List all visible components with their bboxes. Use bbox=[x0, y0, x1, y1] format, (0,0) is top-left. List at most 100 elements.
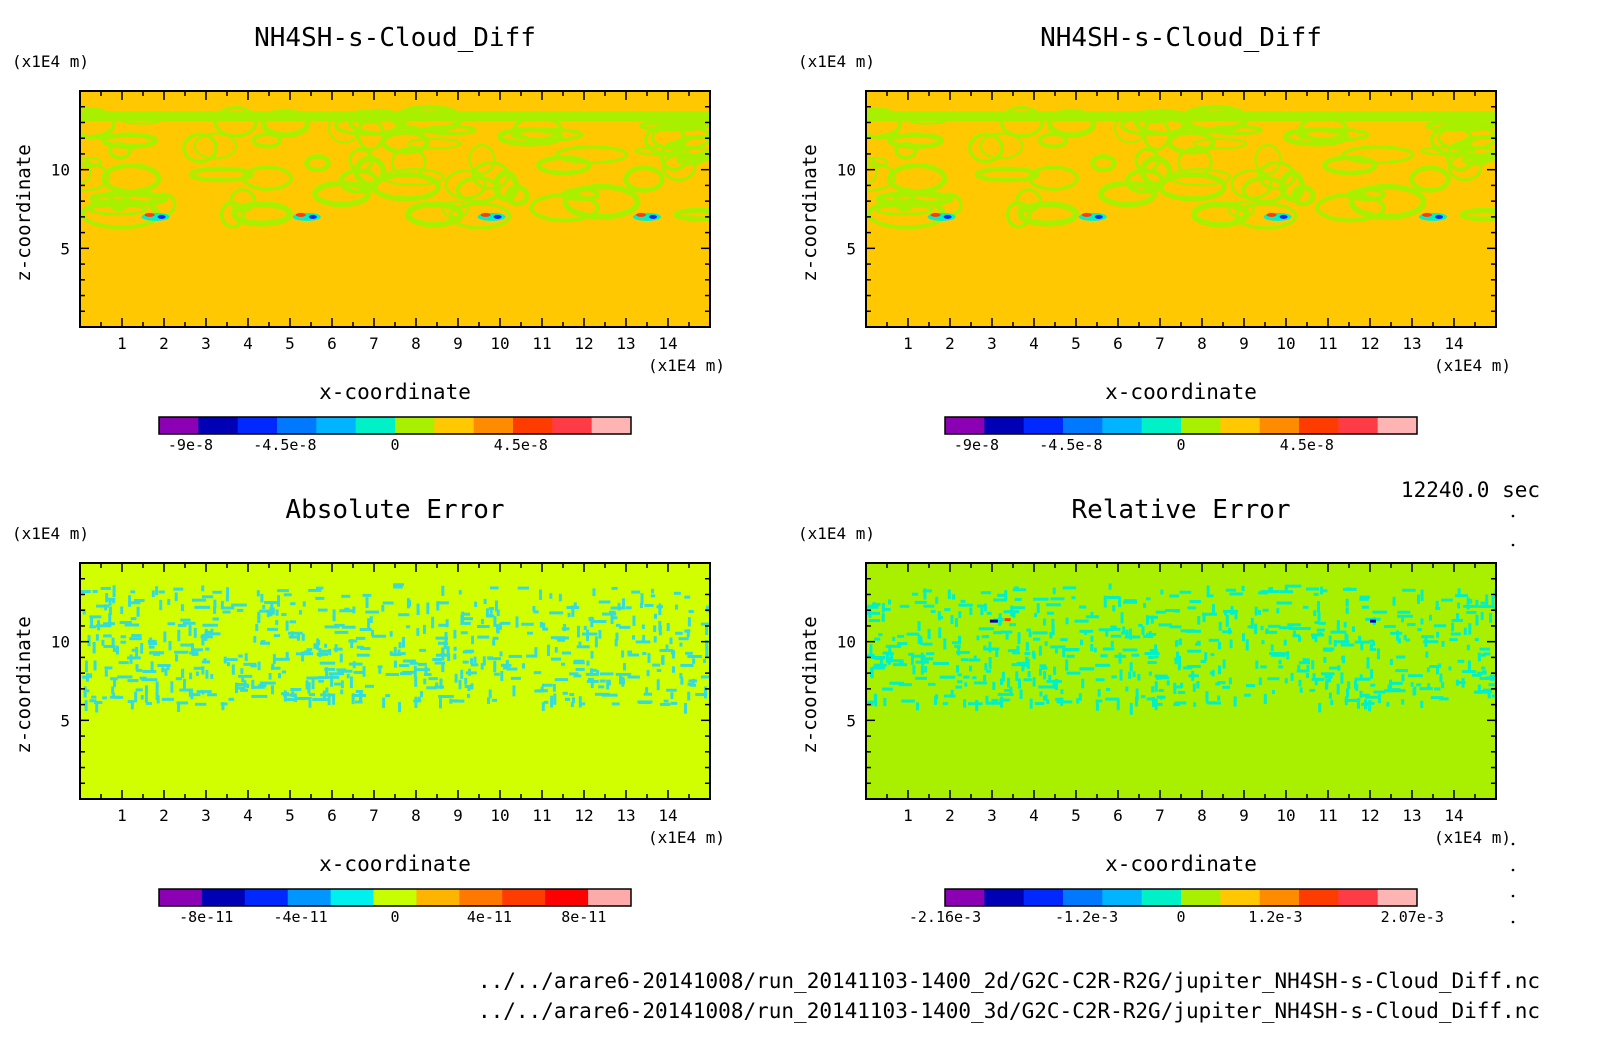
heatmap-cell bbox=[488, 689, 492, 699]
heatmap-contour bbox=[406, 137, 462, 150]
heatmap-cell bbox=[1033, 597, 1049, 601]
file-path-1: ../../arare6-20141008/run_20141103-1400_… bbox=[478, 969, 1540, 993]
x-tick-label: 4 bbox=[243, 806, 253, 825]
heatmap-cell bbox=[356, 653, 370, 657]
heatmap-cell bbox=[1297, 664, 1301, 673]
heatmap-cell bbox=[84, 660, 88, 673]
heatmap-cell bbox=[882, 607, 891, 611]
heatmap-cell bbox=[499, 651, 503, 657]
colorbar-swatch bbox=[1023, 889, 1064, 906]
heatmap-cell bbox=[401, 636, 405, 648]
heatmap-cell bbox=[1313, 610, 1317, 617]
heatmap-cell bbox=[83, 686, 87, 698]
colorbar-swatch bbox=[1338, 889, 1379, 906]
heatmap-cell bbox=[1340, 672, 1344, 684]
heatmap-cell bbox=[131, 648, 138, 652]
heatmap-cell bbox=[506, 667, 518, 671]
heatmap-cell bbox=[1472, 673, 1482, 677]
heatmap-cell bbox=[340, 680, 344, 689]
heatmap-cell bbox=[334, 630, 349, 634]
heatmap-cell bbox=[190, 693, 201, 697]
heatmap-cell bbox=[1448, 666, 1452, 671]
heatmap-cell bbox=[483, 598, 487, 604]
heatmap-cell bbox=[1074, 619, 1089, 623]
heatmap-cell bbox=[1169, 625, 1182, 629]
heatmap-cell bbox=[1305, 658, 1310, 662]
heatmap-cell bbox=[1358, 635, 1362, 643]
heatmap-cell bbox=[462, 650, 473, 654]
heatmap-cell bbox=[325, 667, 329, 677]
heatmap-cell bbox=[938, 616, 944, 620]
heatmap-contour bbox=[327, 112, 362, 144]
heatmap-cell bbox=[1318, 702, 1322, 713]
colorbar-tick-label: -9e-8 bbox=[168, 436, 213, 454]
colorbar-swatch bbox=[945, 889, 985, 906]
heatmap-cell bbox=[1436, 665, 1440, 675]
heatmap-cell bbox=[1286, 584, 1302, 588]
heatmap-cell bbox=[488, 607, 495, 611]
heatmap-cell bbox=[1179, 590, 1192, 594]
heatmap-cell bbox=[573, 659, 585, 663]
heatmap-cell bbox=[319, 661, 336, 665]
heatmap-cell bbox=[1372, 610, 1388, 614]
heatmap-cell bbox=[104, 604, 108, 611]
heatmap-spot bbox=[1370, 619, 1376, 623]
heatmap-cell bbox=[377, 665, 383, 669]
heatmap-cell bbox=[1401, 699, 1405, 705]
heatmap-cell bbox=[578, 641, 582, 647]
heatmap-cell bbox=[352, 661, 356, 669]
heatmap-cell bbox=[700, 675, 710, 679]
heatmap-cell bbox=[590, 651, 594, 659]
x-tick-label: 5 bbox=[1071, 334, 1081, 353]
heatmap-cell bbox=[1010, 606, 1026, 610]
heatmap-cell bbox=[683, 702, 687, 714]
heatmap-cell bbox=[113, 677, 117, 688]
heatmap-cell bbox=[339, 609, 355, 613]
heatmap-cell bbox=[416, 603, 420, 616]
colorbar-tick-label: 0 bbox=[390, 908, 399, 926]
heatmap-cell bbox=[1015, 671, 1019, 681]
heatmap-cell bbox=[986, 669, 991, 673]
heatmap-cell bbox=[958, 611, 962, 619]
heatmap-cell bbox=[296, 632, 300, 641]
heatmap-cell bbox=[127, 679, 139, 683]
heatmap-cell bbox=[175, 677, 182, 681]
heatmap-cell bbox=[653, 613, 657, 619]
heatmap-cell bbox=[1049, 631, 1053, 639]
heatmap-cell bbox=[1173, 682, 1177, 694]
colorbar-swatch bbox=[198, 417, 239, 434]
heatmap-contour bbox=[381, 130, 430, 155]
heatmap-cell bbox=[1042, 695, 1046, 701]
heatmap-cell bbox=[988, 641, 992, 653]
heatmap-cell bbox=[466, 671, 477, 675]
heatmap-cell bbox=[1435, 606, 1441, 610]
heatmap-background bbox=[80, 563, 710, 799]
heatmap-cell bbox=[1428, 614, 1432, 621]
heatmap-cell bbox=[494, 672, 500, 676]
x-tick-label: 10 bbox=[1276, 806, 1295, 825]
heatmap-cell bbox=[983, 603, 987, 612]
heatmap-cell bbox=[911, 592, 919, 596]
x-tick-label: 5 bbox=[1071, 806, 1081, 825]
heatmap-cell bbox=[594, 636, 598, 648]
x-unit-label: (x1E4 m) bbox=[1434, 828, 1511, 847]
heatmap-cell bbox=[1183, 666, 1193, 670]
heatmap-cell bbox=[1196, 640, 1201, 644]
heatmap-cell bbox=[926, 652, 935, 656]
heatmap-cell bbox=[332, 696, 336, 705]
heatmap-cell bbox=[147, 639, 157, 643]
heatmap-cell bbox=[1397, 610, 1411, 614]
x-tick-label: 1 bbox=[903, 806, 913, 825]
heatmap-cell bbox=[441, 585, 445, 596]
heatmap-cell bbox=[139, 676, 147, 680]
heatmap-cell bbox=[492, 636, 499, 640]
y-tick-label: 10 bbox=[51, 633, 70, 652]
heatmap-cell bbox=[1071, 596, 1076, 600]
heatmap-cell bbox=[1254, 623, 1258, 635]
heatmap-cell bbox=[1435, 600, 1439, 607]
heatmap-cell bbox=[398, 702, 402, 713]
heatmap-cell bbox=[893, 663, 908, 667]
heatmap-cell bbox=[1402, 588, 1416, 592]
heatmap-cell bbox=[700, 622, 710, 626]
heatmap-cell bbox=[922, 589, 932, 593]
